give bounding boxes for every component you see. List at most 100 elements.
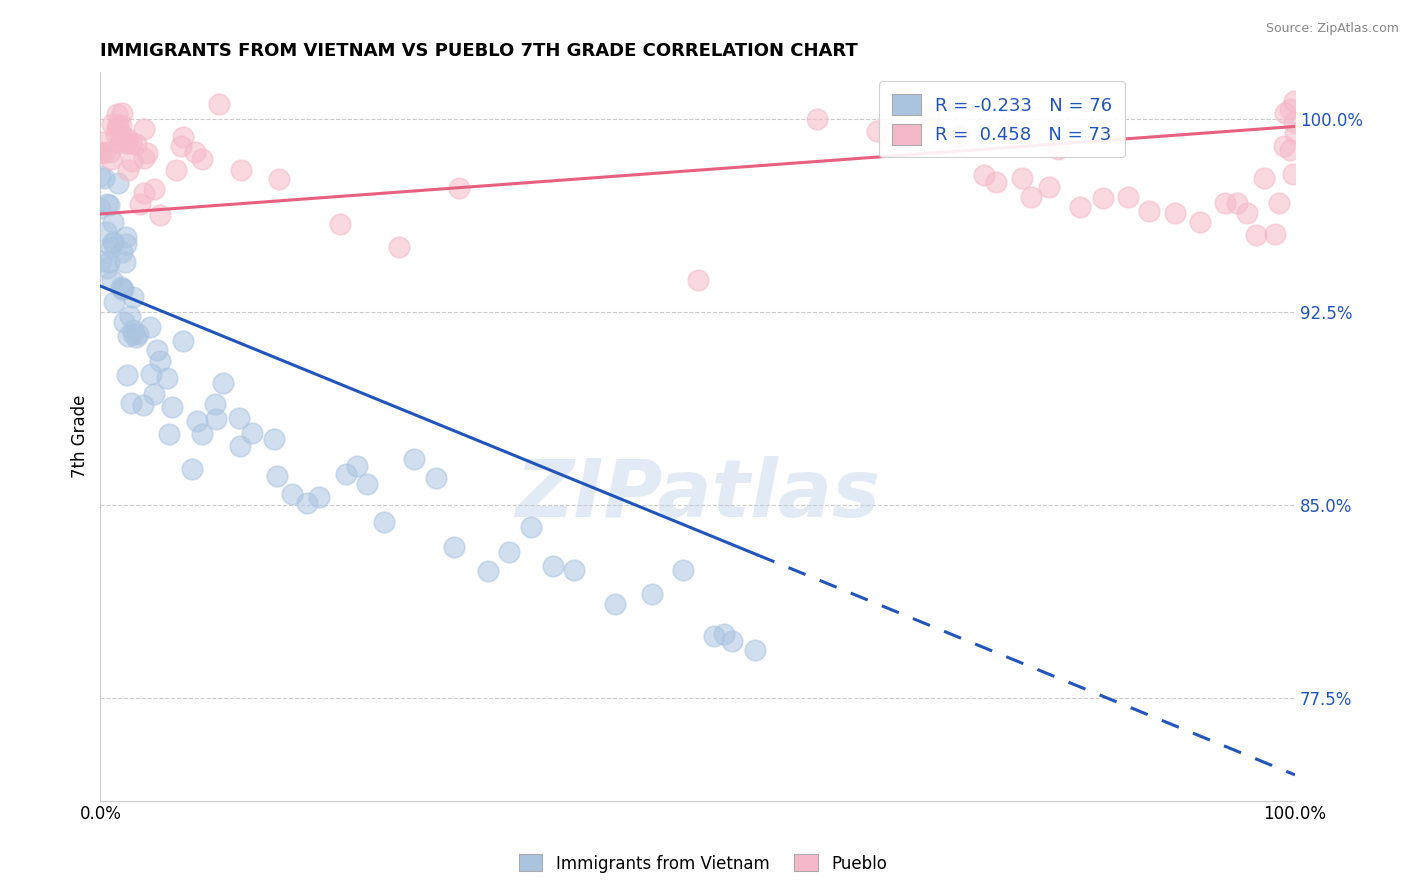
Point: [1226, 196, 1249, 211]
Point: [90, 135, 112, 149]
Point: [96, 197, 118, 211]
Point: [997, 124, 1019, 138]
Point: [918, 107, 941, 121]
Point: [672, 563, 695, 577]
Point: [112, 282, 135, 296]
Point: [1236, 205, 1258, 219]
Point: [94, 145, 117, 160]
Point: [1019, 190, 1042, 204]
Point: [1069, 200, 1091, 214]
Point: [519, 520, 541, 534]
Point: [402, 452, 425, 467]
Point: [191, 427, 214, 442]
Point: [112, 134, 135, 148]
Point: [165, 163, 187, 178]
Point: [132, 398, 155, 412]
Point: [125, 330, 148, 344]
Point: [149, 208, 172, 222]
Point: [280, 487, 302, 501]
Point: [562, 563, 585, 577]
Point: [477, 564, 499, 578]
Point: [114, 315, 136, 329]
Point: [96, 261, 118, 276]
Point: [703, 629, 725, 643]
Y-axis label: 7th Grade: 7th Grade: [72, 395, 89, 478]
Point: [1038, 179, 1060, 194]
Point: [125, 137, 148, 152]
Point: [134, 122, 156, 136]
Point: [640, 586, 662, 600]
Point: [183, 145, 205, 160]
Point: [120, 136, 142, 151]
Point: [1092, 191, 1115, 205]
Point: [90, 146, 112, 161]
Point: [121, 154, 143, 169]
Point: [1282, 94, 1305, 108]
Point: [89, 202, 111, 216]
Point: [1284, 115, 1306, 129]
Point: [111, 282, 134, 296]
Point: [107, 176, 129, 190]
Point: [205, 411, 228, 425]
Point: [603, 597, 626, 611]
Point: [335, 467, 357, 482]
Point: [117, 162, 139, 177]
Point: [139, 320, 162, 334]
Point: [120, 395, 142, 409]
Point: [443, 540, 465, 554]
Point: [1274, 105, 1296, 120]
Point: [103, 235, 125, 249]
Point: [229, 439, 252, 453]
Point: [122, 326, 145, 341]
Point: [172, 334, 194, 349]
Point: [181, 462, 204, 476]
Point: [984, 175, 1007, 189]
Point: [186, 414, 208, 428]
Point: [228, 410, 250, 425]
Point: [329, 217, 352, 231]
Point: [115, 132, 138, 146]
Point: [1268, 196, 1291, 211]
Point: [1284, 126, 1306, 140]
Point: [267, 171, 290, 186]
Point: [134, 186, 156, 200]
Point: [1046, 142, 1069, 156]
Point: [207, 97, 229, 112]
Point: [108, 136, 131, 150]
Point: [93, 170, 115, 185]
Point: [231, 163, 253, 178]
Point: [713, 627, 735, 641]
Point: [128, 197, 150, 211]
Point: [373, 515, 395, 529]
Point: [744, 643, 766, 657]
Point: [240, 425, 263, 440]
Point: [263, 432, 285, 446]
Point: [114, 255, 136, 269]
Point: [308, 490, 330, 504]
Point: [101, 117, 124, 131]
Point: [356, 477, 378, 491]
Text: Source: ZipAtlas.com: Source: ZipAtlas.com: [1265, 22, 1399, 36]
Point: [156, 370, 179, 384]
Point: [122, 290, 145, 304]
Point: [117, 328, 139, 343]
Point: [866, 124, 889, 138]
Point: [141, 367, 163, 381]
Point: [1264, 227, 1286, 241]
Legend: Immigrants from Vietnam, Pueblo: Immigrants from Vietnam, Pueblo: [512, 847, 894, 880]
Point: [100, 240, 122, 254]
Point: [157, 426, 180, 441]
Point: [266, 468, 288, 483]
Point: [172, 130, 194, 145]
Point: [1278, 143, 1301, 157]
Point: [297, 496, 319, 510]
Point: [115, 237, 138, 252]
Point: [1279, 103, 1302, 117]
Point: [127, 327, 149, 342]
Point: [115, 135, 138, 149]
Point: [132, 151, 155, 165]
Point: [1244, 228, 1267, 243]
Point: [1213, 195, 1236, 210]
Point: [111, 128, 134, 143]
Point: [146, 343, 169, 357]
